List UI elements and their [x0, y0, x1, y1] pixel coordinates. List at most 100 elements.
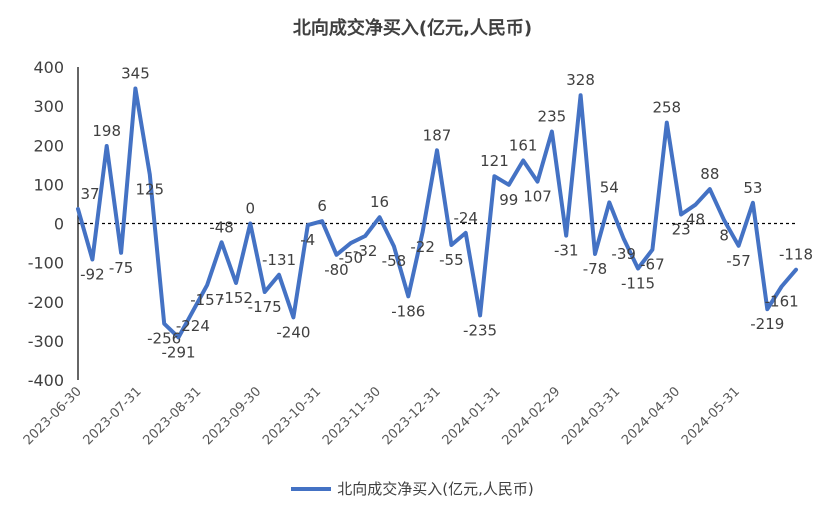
data-point — [693, 203, 697, 207]
data-point — [105, 144, 109, 148]
data-label: 235 — [538, 108, 567, 126]
data-label: -92 — [80, 265, 105, 283]
data-point — [751, 201, 755, 205]
x-tick-label: 2024-01-31 — [440, 384, 504, 448]
data-label: -57 — [726, 252, 751, 270]
data-label: -175 — [248, 298, 282, 316]
data-label: -58 — [382, 252, 407, 270]
data-label: 16 — [370, 193, 389, 211]
legend-label: 北向成交净买入(亿元,人民币) — [337, 480, 534, 498]
data-point — [191, 309, 195, 313]
data-label: -291 — [161, 343, 195, 361]
data-point — [119, 251, 123, 255]
data-point — [665, 121, 669, 125]
x-tick-label: 2023-06-30 — [21, 384, 85, 448]
data-point — [392, 244, 396, 248]
data-label: -256 — [147, 330, 181, 348]
data-label: -55 — [439, 251, 464, 269]
x-tick-label: 2024-02-29 — [499, 384, 563, 448]
data-point — [76, 207, 80, 211]
data-label: 8 — [719, 226, 729, 244]
data-label: 161 — [509, 137, 538, 155]
data-label: -118 — [779, 246, 813, 264]
data-point — [794, 268, 798, 272]
data-point — [148, 173, 152, 177]
x-tick-label: 2024-05-31 — [679, 384, 743, 448]
data-label: -31 — [554, 242, 579, 260]
data-point — [220, 240, 224, 244]
data-label: -152 — [219, 289, 253, 307]
data-point — [234, 281, 238, 285]
y-tick-label: -200 — [28, 293, 64, 312]
data-label: 125 — [135, 181, 164, 199]
data-label: -48 — [209, 218, 234, 236]
data-point — [708, 187, 712, 191]
y-tick-label: 0 — [54, 215, 64, 234]
data-point — [521, 159, 525, 163]
data-point — [406, 294, 410, 298]
y-tick-label: 400 — [33, 58, 64, 77]
chart-title: 北向成交净买入(亿元,人民币) — [292, 18, 533, 39]
data-label: 0 — [246, 200, 256, 218]
data-label: 328 — [566, 71, 595, 89]
data-label: -32 — [353, 242, 378, 260]
data-label: 48 — [686, 211, 705, 229]
data-label: -161 — [765, 292, 799, 310]
data-point — [320, 219, 324, 223]
data-point — [765, 307, 769, 311]
x-tick-label: 2023-07-31 — [81, 384, 145, 448]
data-point — [478, 313, 482, 317]
data-point — [291, 315, 295, 319]
legend: 北向成交净买入(亿元,人民币) — [0, 478, 825, 499]
y-tick-label: -300 — [28, 332, 64, 351]
data-point — [780, 284, 784, 288]
y-tick-label: 300 — [33, 97, 64, 116]
data-point — [593, 252, 597, 256]
data-label: 99 — [499, 191, 518, 209]
data-label: -219 — [750, 315, 784, 333]
data-point — [378, 215, 382, 219]
data-label: -78 — [583, 260, 608, 278]
data-label: -50 — [339, 249, 364, 267]
data-point — [650, 248, 654, 252]
x-tick-label: 2024-03-31 — [559, 384, 623, 448]
data-point — [564, 234, 568, 238]
data-label: -75 — [109, 259, 134, 277]
data-point — [133, 87, 137, 91]
data-label: -115 — [621, 274, 655, 292]
data-label: -131 — [262, 251, 296, 269]
y-tick-label: 100 — [33, 175, 64, 194]
data-label: 345 — [121, 65, 150, 83]
data-point — [636, 266, 640, 270]
data-point — [277, 273, 281, 277]
data-label: 187 — [423, 126, 452, 144]
data-label: -157 — [190, 291, 224, 309]
y-tick-label: -400 — [28, 371, 64, 390]
x-tick-label: 2023-08-31 — [140, 384, 204, 448]
data-label: 53 — [743, 179, 762, 197]
data-label: -67 — [640, 256, 665, 274]
x-tick-label: 2024-04-30 — [619, 384, 683, 448]
data-point — [536, 180, 540, 184]
data-point — [449, 243, 453, 247]
data-label: 88 — [700, 165, 719, 183]
data-label: -39 — [611, 245, 636, 263]
data-point — [177, 335, 181, 339]
data-label: -186 — [391, 302, 425, 320]
data-label: 121 — [480, 152, 509, 170]
data-point — [737, 244, 741, 248]
x-tick-label: 2023-12-31 — [380, 384, 444, 448]
data-label: 258 — [652, 99, 681, 117]
data-label: -224 — [176, 317, 210, 335]
data-point — [421, 230, 425, 234]
data-point — [464, 231, 468, 235]
y-tick-label: -100 — [28, 254, 64, 273]
data-point — [679, 213, 683, 217]
data-label: 23 — [672, 221, 691, 239]
data-label: 37 — [80, 185, 99, 203]
x-tick-label: 2023-10-31 — [260, 384, 324, 448]
data-label: -80 — [324, 261, 349, 279]
data-label: -22 — [410, 238, 435, 256]
data-label: 107 — [523, 188, 552, 206]
